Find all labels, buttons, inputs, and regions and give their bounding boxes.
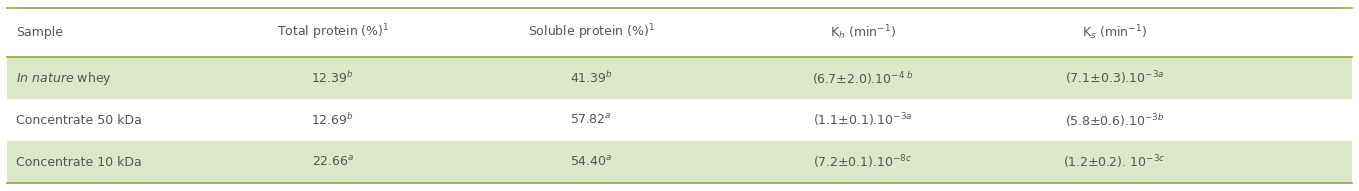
- Text: $\mathit{In\ nature}$ whey: $\mathit{In\ nature}$ whey: [16, 70, 111, 87]
- Text: 12.39$^b$: 12.39$^b$: [311, 70, 355, 86]
- Text: (5.8±0.6).10$^{-3b}$: (5.8±0.6).10$^{-3b}$: [1064, 112, 1165, 129]
- Text: 41.39$^b$: 41.39$^b$: [569, 70, 613, 86]
- Text: (7.1±0.3).10$^{-3a}$: (7.1±0.3).10$^{-3a}$: [1064, 70, 1165, 87]
- Text: Concentrate 50 kDa: Concentrate 50 kDa: [16, 114, 143, 127]
- Text: Sample: Sample: [16, 26, 64, 39]
- Text: 57.82$^a$: 57.82$^a$: [571, 113, 612, 127]
- Text: 12.69$^b$: 12.69$^b$: [311, 112, 355, 128]
- Text: 22.66$^a$: 22.66$^a$: [311, 155, 355, 169]
- Bar: [7, 8, 1352, 57]
- Bar: [7, 57, 1352, 99]
- Text: (6.7±2.0).10$^{-4\ b}$: (6.7±2.0).10$^{-4\ b}$: [813, 70, 913, 87]
- Text: Concentrate 10 kDa: Concentrate 10 kDa: [16, 156, 143, 169]
- Text: (7.2±0.1).10$^{-8c}$: (7.2±0.1).10$^{-8c}$: [814, 154, 912, 171]
- Text: (1.2±0.2). 10$^{-3c}$: (1.2±0.2). 10$^{-3c}$: [1063, 154, 1166, 171]
- Text: K$_h$ (min$^{-1}$): K$_h$ (min$^{-1}$): [830, 23, 896, 42]
- Bar: [7, 141, 1352, 183]
- Bar: [7, 99, 1352, 141]
- Text: K$_s$ (min$^{-1}$): K$_s$ (min$^{-1}$): [1082, 23, 1147, 42]
- Text: (1.1±0.1).10$^{-3a}$: (1.1±0.1).10$^{-3a}$: [813, 112, 913, 129]
- Text: Soluble protein (%)$^1$: Soluble protein (%)$^1$: [527, 23, 655, 42]
- Text: Total protein (%)$^1$: Total protein (%)$^1$: [277, 23, 389, 42]
- Text: 54.40$^a$: 54.40$^a$: [569, 155, 613, 169]
